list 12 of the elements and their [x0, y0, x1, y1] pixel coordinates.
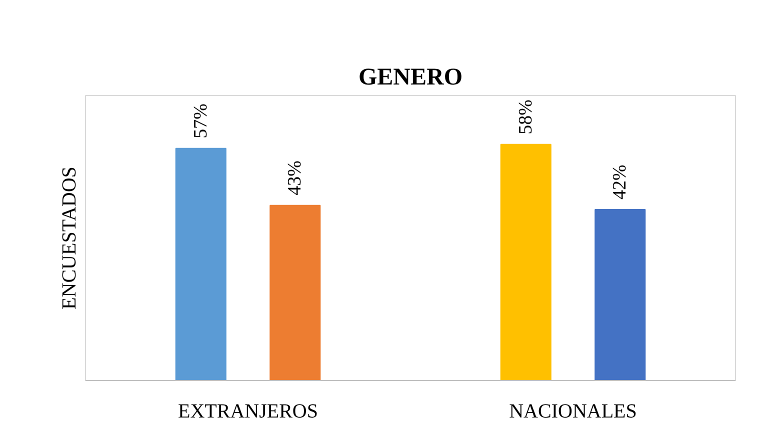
data-label: 57% — [190, 103, 212, 138]
bar — [500, 144, 552, 380]
bar — [175, 148, 226, 380]
bar — [270, 204, 321, 380]
x-tick-label: EXTRANJEROS — [178, 400, 318, 422]
data-label: 43% — [284, 160, 306, 196]
x-tick-label: NACIONALES — [509, 400, 637, 422]
data-label: 58% — [515, 99, 536, 134]
bar — [594, 209, 646, 380]
y-axis-title: ENCUESTADOS — [58, 166, 80, 310]
data-label: 42% — [610, 164, 631, 200]
chart-title: GENERO — [358, 64, 463, 90]
